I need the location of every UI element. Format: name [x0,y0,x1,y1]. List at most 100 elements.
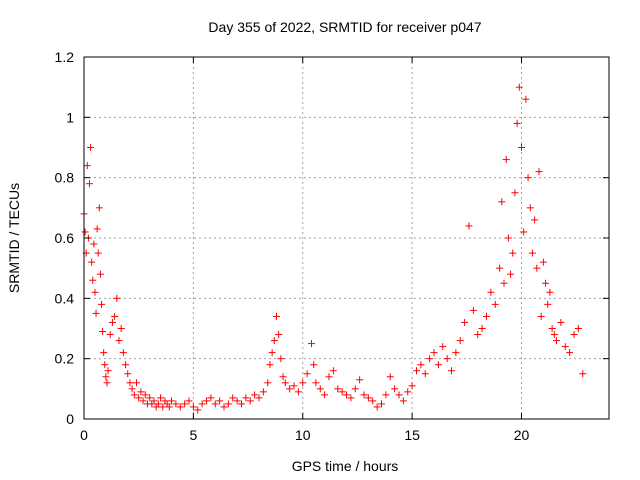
data-point [115,337,123,345]
data-point [157,394,165,402]
x-tick-label: 0 [80,427,88,443]
data-point [275,331,283,339]
data-point [542,279,550,287]
data-point [539,258,547,266]
data-point [500,279,508,287]
data-point [391,385,399,393]
data-point [294,388,302,396]
y-tick-label: 0.2 [55,351,75,367]
data-point [520,228,528,236]
data-point [281,379,289,387]
data-point [103,379,111,387]
data-point [334,385,342,393]
data-point [185,397,193,405]
data-point [491,300,499,308]
data-point [165,403,173,411]
data-point [524,174,532,182]
data-point [207,394,215,402]
data-point [220,403,228,411]
data-point [343,391,350,399]
data-point [108,318,116,326]
data-point [325,373,333,381]
data-point [128,385,136,393]
data-point [356,376,364,384]
data-point [553,337,560,345]
data-point [408,382,416,390]
data-point [452,349,460,357]
data-point [238,400,245,408]
data-point [483,312,490,320]
data-point [242,394,250,402]
data-point [94,249,102,257]
data-point [203,397,210,405]
data-point [469,306,477,314]
data-point [498,198,506,206]
data-point [91,288,99,296]
data-point [89,276,97,284]
data-point [550,331,558,339]
data-point [312,379,320,387]
data-point [487,288,495,296]
data-point [106,331,114,339]
data-point [404,388,412,396]
data-point [369,397,377,405]
data-point [104,367,112,375]
data-point [528,249,536,257]
data-point [299,379,307,387]
data-point [360,391,368,399]
data-point [198,400,206,408]
data-point [465,222,473,230]
y-tick-label: 0.6 [55,230,75,246]
data-point [515,83,523,91]
axis-ticks [83,56,609,420]
data-point [310,361,318,369]
y-axis-label: SRMTID / TECUs [6,183,22,293]
y-tick-label: 0.8 [55,170,75,186]
data-point [124,370,132,378]
data-point [126,379,134,387]
y-tick-label: 1.2 [55,49,75,65]
data-point [386,373,394,381]
data-point [382,391,390,399]
data-point [117,325,125,332]
data-point [579,370,587,378]
x-tick-label: 20 [514,427,530,443]
data-point [535,168,543,176]
y-tick-label: 0.4 [55,290,75,306]
data-point [443,355,451,363]
data-point [461,318,469,326]
data-point [93,225,101,233]
data-point [496,264,504,272]
data-point [259,388,267,396]
data-point [101,361,109,369]
data-point [430,349,438,357]
data-point [251,391,259,399]
data-point [159,403,167,411]
data-point [548,325,556,332]
data-point [557,318,565,326]
data-point [135,394,143,402]
data-point [286,385,294,393]
data-point [90,240,98,248]
data-point [88,258,96,266]
data-point [229,394,237,402]
data-point [290,382,298,390]
data-point [130,391,138,399]
data-point [137,388,145,396]
data-point [308,340,315,348]
data-point [395,391,403,399]
data-point [216,397,224,405]
data-point [168,397,175,405]
data-point [439,343,447,351]
data-point [456,337,464,345]
data-point [533,264,541,272]
data-point [544,300,552,308]
data-point [399,397,407,405]
data-point [92,309,100,317]
data-point [507,270,515,278]
data-point [474,331,482,339]
data-point [279,373,287,381]
data-point [338,388,346,396]
data-point [502,156,510,164]
